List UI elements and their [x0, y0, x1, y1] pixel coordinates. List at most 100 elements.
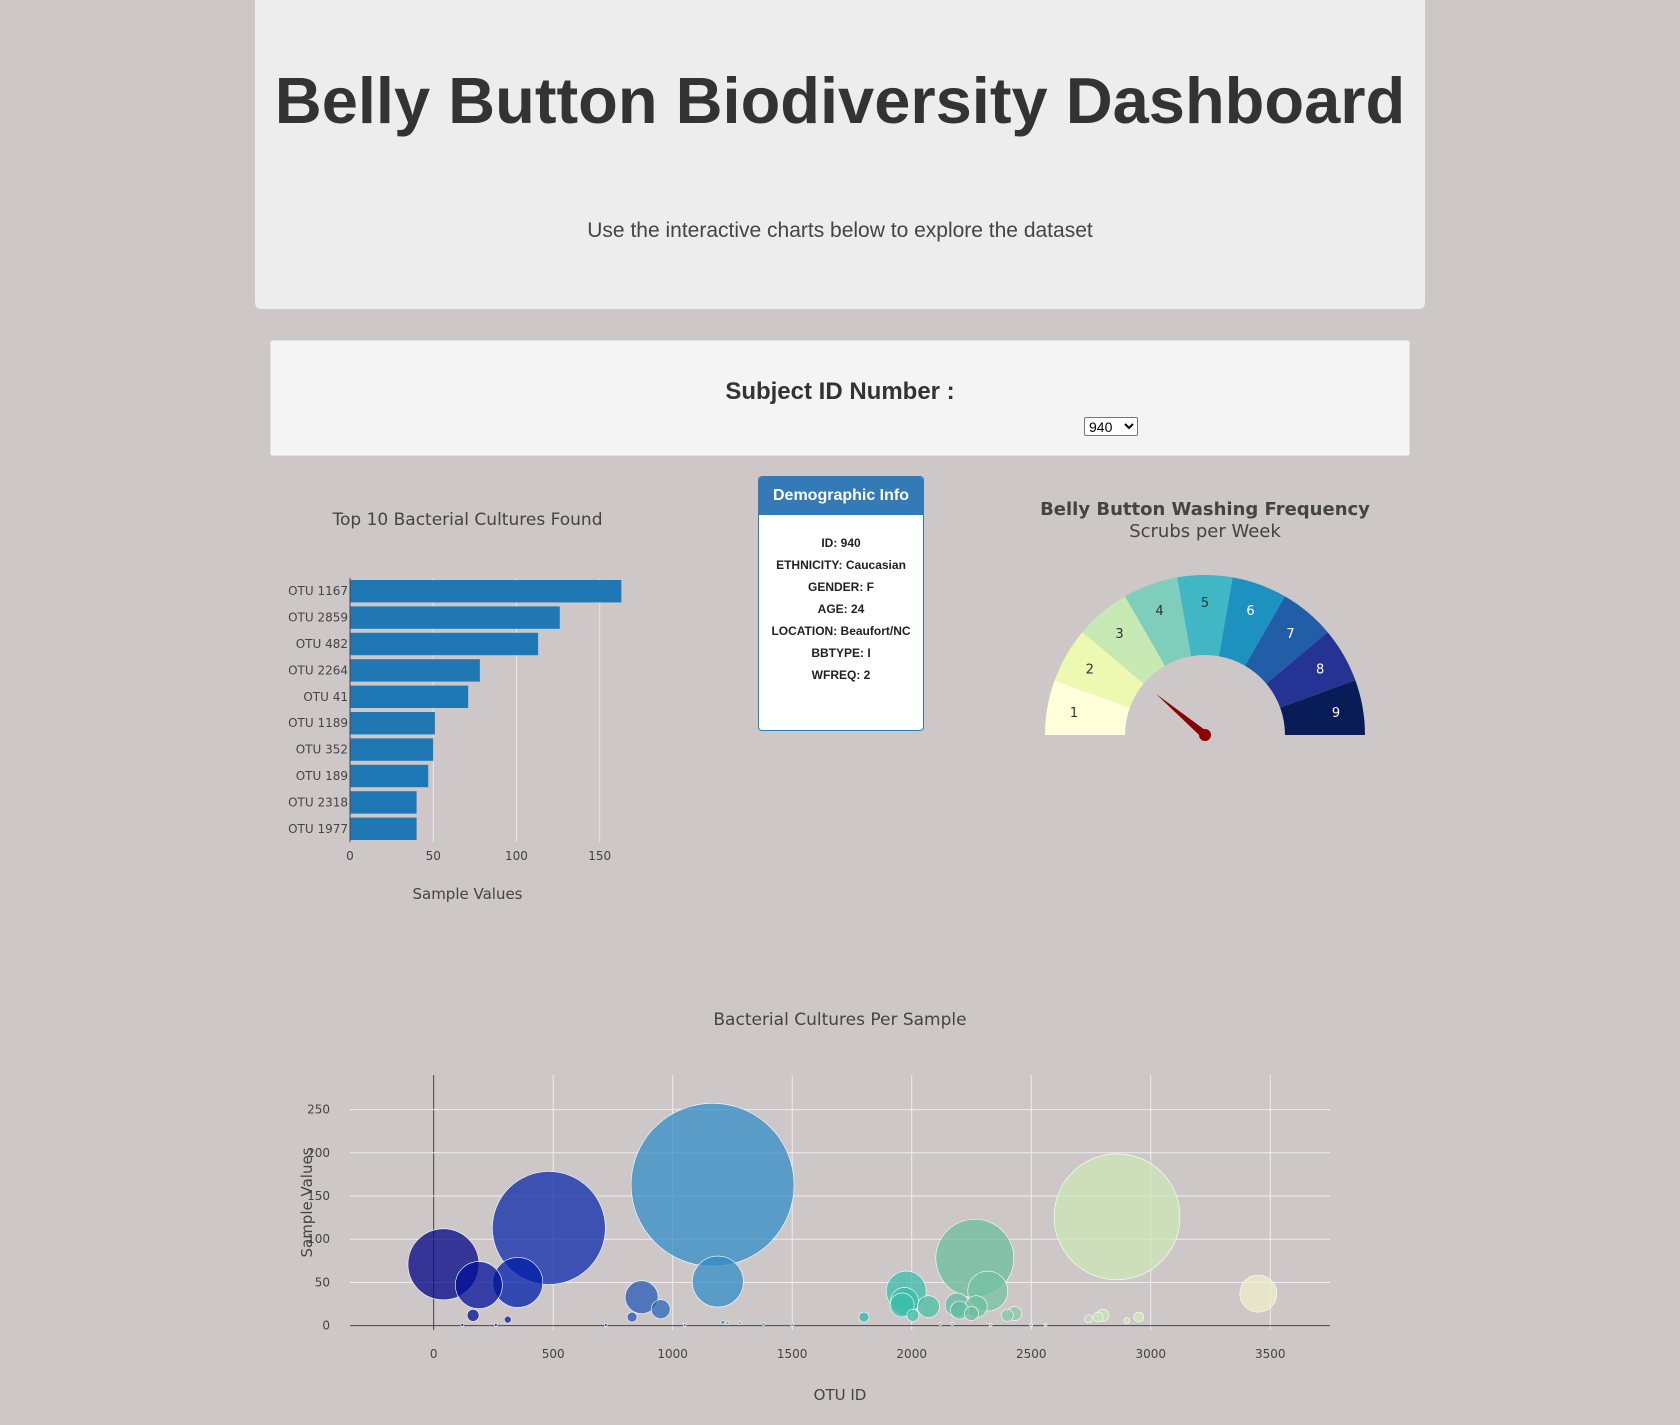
bubble-point [650, 1299, 671, 1320]
bar-otu-2859 [350, 606, 560, 629]
demo-location: LOCATION: Beaufort/NC [771, 624, 911, 638]
bar-x-axis-title: Sample Values [412, 885, 522, 903]
bubble-x-tick-label: 3500 [1255, 1347, 1286, 1361]
bubble-y-tick-label: 200 [307, 1146, 330, 1160]
bubble-point [725, 1321, 730, 1325]
bubble-chart: Bacterial Cultures Per Sample 0 500 1000 150… [298, 1010, 1330, 1404]
bar-category-label: OTU 482 [296, 637, 348, 651]
bubble-point [466, 1309, 480, 1322]
bar-chart-title: Top 10 Bacterial Cultures Found [332, 510, 603, 530]
demographic-info-panel: Demographic Info ID: 940 ETHNICITY: Cauc… [758, 476, 924, 731]
bubble-point [1029, 1323, 1034, 1327]
bar-category-label: OTU 2859 [288, 611, 348, 625]
demographic-info-heading: Demographic Info [759, 477, 923, 515]
bubble-x-tick-label: 1000 [657, 1347, 688, 1361]
bubble-point [938, 1322, 943, 1326]
bubble-chart-title: Bacterial Cultures Per Sample [713, 1010, 966, 1030]
demo-ethnicity: ETHNICITY: Caucasian [776, 558, 906, 572]
bubble-point [1092, 1311, 1104, 1323]
gauge-segment-2 [1054, 632, 1144, 708]
gauge-segment-4 [1125, 577, 1192, 666]
bar-otu-2264 [350, 659, 480, 682]
top10-bar-chart: Top 10 Bacterial Cultures Found 0 50 100 150… [288, 510, 622, 903]
demo-gender: GENDER: F [808, 580, 874, 594]
page-subtitle: Use the interactive charts below to expl… [587, 219, 1093, 242]
bubble-point [1123, 1317, 1131, 1324]
bubble-x-tick-label: 2500 [1016, 1347, 1047, 1361]
bar-otu-482 [350, 632, 539, 656]
subject-selector-panel: Subject ID Number : 940 [270, 340, 1410, 456]
gauge-step-label: 8 [1316, 663, 1324, 678]
bubble-point [626, 1311, 638, 1323]
bubble-y-axis-title: Sample Values [298, 1147, 316, 1257]
gauge-segment-1 [1045, 680, 1130, 735]
gauge-segment-3 [1082, 596, 1165, 684]
gauge-segment-5 [1177, 575, 1233, 657]
bubble-point [964, 1306, 979, 1321]
bubble-x-tick-label: 0 [430, 1347, 438, 1361]
bubble-x-tick-label: 2000 [896, 1347, 927, 1361]
subject-id-select[interactable]: 940 [1084, 417, 1138, 436]
bar-x-tick-label: 50 [426, 849, 441, 863]
bar-category-label: OTU 1167 [288, 584, 348, 598]
bar-category-label: OTU 2318 [288, 795, 348, 809]
bubble-x-axis-title: OTU ID [814, 1386, 867, 1404]
bar-category-label: OTU 41 [303, 690, 348, 704]
bubble-point [630, 1102, 795, 1267]
demo-wfreq: WFREQ: 2 [811, 668, 871, 682]
gauge-segment-9 [1280, 680, 1365, 735]
bubble-point [761, 1322, 766, 1326]
bubble-point [503, 1315, 512, 1324]
bubble-x-tick-label: 500 [542, 1347, 565, 1361]
bubble-point [790, 1323, 794, 1327]
bubble-point [720, 1319, 726, 1325]
bar-category-label: OTU 352 [296, 743, 348, 757]
bubble-point [889, 1292, 915, 1318]
bubble-point [737, 1321, 742, 1325]
bubble-point [917, 1295, 940, 1318]
bubble-point [492, 1171, 606, 1285]
bar-otu-41 [350, 685, 469, 708]
bubble-point [1001, 1309, 1014, 1322]
bubble-point [906, 1309, 920, 1322]
gauge-step-label: 5 [1201, 596, 1209, 611]
bubble-point [1043, 1323, 1048, 1327]
demographic-info-body: ID: 940 ETHNICITY: Caucasian GENDER: F A… [759, 515, 923, 682]
gauge-step-label: 9 [1332, 706, 1340, 721]
bar-otu-1189 [350, 712, 435, 735]
gauge-needle [1155, 693, 1208, 739]
bubble-y-tick-label: 100 [307, 1232, 330, 1246]
bubble-point [603, 1323, 608, 1327]
bubble-point [950, 1322, 955, 1326]
bubble-point [455, 1261, 503, 1309]
bar-x-tick-label: 0 [346, 849, 354, 863]
bubble-point [1053, 1153, 1181, 1281]
bar-category-label: OTU 1977 [288, 822, 348, 836]
bubble-x-tick-label: 1500 [777, 1347, 808, 1361]
gauge-segment-8 [1266, 632, 1356, 708]
bar-category-label: OTU 189 [296, 769, 348, 783]
subject-selector-label: Subject ID Number : [725, 378, 955, 405]
gauge-needle-hub [1199, 729, 1211, 741]
bubble-y-tick-label: 150 [307, 1189, 330, 1203]
gauge-step-label: 2 [1086, 663, 1094, 678]
bubble-point [494, 1323, 498, 1327]
gauge-step-label: 4 [1155, 604, 1163, 619]
bar-otu-352 [350, 738, 434, 761]
bar-otu-1167 [350, 580, 622, 603]
gauge-step-label: 7 [1286, 627, 1294, 642]
bubble-point [682, 1323, 687, 1327]
bubble-point [988, 1323, 993, 1327]
bar-category-label: OTU 2264 [288, 663, 348, 677]
bar-otu-189 [350, 764, 429, 788]
bubble-point [1133, 1311, 1145, 1323]
bar-otu-1977 [350, 817, 417, 840]
bar-otu-2318 [350, 791, 417, 814]
demo-id: ID: 940 [821, 536, 861, 550]
gauge-step-label: 6 [1246, 604, 1254, 619]
gauge-subtitle: Scrubs per Week [1129, 521, 1281, 542]
bubble-point [624, 1280, 659, 1314]
page-title: Belly Button Biodiversity Dashboard [274, 64, 1406, 137]
bar-x-tick-label: 100 [505, 849, 528, 863]
